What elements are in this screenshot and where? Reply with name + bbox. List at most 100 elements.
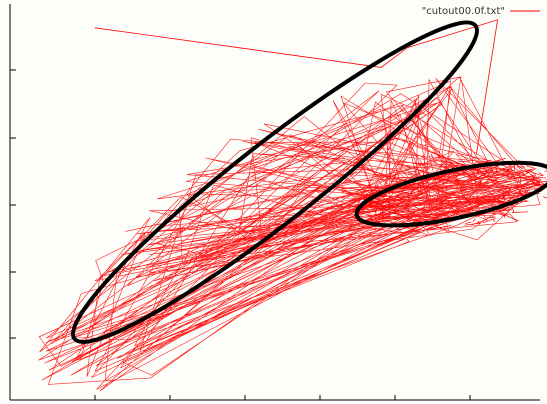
- series-cluster-segment: [530, 174, 535, 178]
- series-cluster-segment: [411, 212, 419, 217]
- series-cluster-segment: [433, 207, 443, 210]
- series-cluster-segment: [377, 207, 382, 209]
- series-cluster-segment: [450, 203, 453, 208]
- series-cluster-segment: [393, 199, 402, 203]
- series-cluster-segment: [390, 181, 401, 183]
- series-cluster-segment: [528, 177, 534, 183]
- series-cluster-segment: [514, 185, 526, 188]
- series-cluster-segment: [436, 178, 452, 182]
- series-cluster-segment: [487, 167, 495, 170]
- series-cluster-segment: [512, 207, 515, 213]
- series-cluster-segment: [395, 193, 402, 200]
- series-cluster-segment: [507, 190, 510, 196]
- series-cluster-segment: [375, 220, 380, 223]
- series-cluster-segment: [381, 215, 391, 219]
- series-cluster-segment: [505, 167, 512, 172]
- series-cluster-segment: [492, 219, 495, 222]
- series-cluster-segment: [428, 225, 451, 230]
- series-cluster-segment: [538, 176, 547, 179]
- series-cluster-segment: [492, 180, 504, 185]
- series-cluster-segment: [401, 191, 414, 195]
- series-cluster-segment: [374, 208, 378, 213]
- series-cluster-segment: [413, 218, 418, 221]
- series-cluster-segment: [471, 174, 480, 178]
- series-cluster-segment: [515, 199, 527, 206]
- ellipse-overlay-0: [71, 20, 479, 344]
- series-cluster-segment: [536, 180, 540, 183]
- series-cluster-segment: [384, 205, 389, 209]
- series-cluster-segment: [513, 179, 522, 184]
- series-cluster-segment: [495, 168, 498, 172]
- series-cluster-segment: [383, 194, 392, 203]
- series-cluster-segment: [531, 176, 542, 181]
- series-cluster-segment: [520, 200, 529, 203]
- series-cluster-segment: [474, 213, 485, 218]
- series-cluster-segment: [387, 205, 395, 208]
- series-cluster-segment: [430, 153, 437, 164]
- series-cluster-segment: [468, 178, 481, 181]
- series-cluster-segment: [467, 175, 476, 179]
- series-cluster-segment: [373, 173, 391, 178]
- series-cluster-segment: [411, 227, 415, 230]
- series-cluster-segment: [535, 185, 542, 187]
- series-cluster-segment: [496, 173, 509, 177]
- series-cluster-segment: [509, 185, 513, 190]
- series-cluster-segment: [457, 160, 470, 163]
- series-cluster-segment: [439, 226, 442, 230]
- series-cluster-segment: [490, 209, 506, 213]
- series-cluster-segment: [503, 214, 506, 218]
- series-cluster-segment: [511, 211, 528, 213]
- series-cluster-segment: [507, 186, 510, 190]
- series-cluster-segment: [526, 165, 535, 169]
- series-cluster-segment: [368, 203, 371, 206]
- series-cluster-segment: [393, 215, 410, 219]
- series-cluster-segment: [454, 180, 466, 182]
- series-cluster-segment: [383, 207, 388, 212]
- series-cluster-segment: [446, 187, 463, 190]
- series-cluster-segment: [474, 173, 485, 180]
- series-cluster-segment: [520, 184, 537, 190]
- series-cluster-segment: [469, 183, 475, 185]
- series-cluster-segment: [402, 185, 406, 190]
- legend-label: "cutout00.0f.txt": [422, 6, 505, 17]
- series-cluster-segment: [362, 211, 377, 214]
- series-cluster-segment: [486, 178, 497, 182]
- series-cluster-segment: [381, 206, 384, 213]
- series-cluster-segment: [381, 195, 393, 207]
- axis-ticks: [10, 69, 471, 400]
- series-cluster-segment: [429, 205, 435, 207]
- series-cluster-segment: [492, 211, 497, 215]
- series-cluster-segment: [402, 216, 413, 220]
- series-cluster-segment: [542, 196, 547, 199]
- ellipse-overlay-1: [354, 160, 547, 228]
- series-cluster-segment: [399, 184, 416, 190]
- series-cluster-segment: [510, 175, 519, 179]
- series-cluster-segment: [440, 166, 448, 169]
- legend: "cutout00.0f.txt": [422, 6, 540, 17]
- series-cluster-segment: [509, 178, 518, 180]
- series-cluster-segment: [469, 167, 489, 171]
- series-cluster-segment: [509, 176, 516, 180]
- series-cluster-segment: [468, 173, 476, 176]
- series-cluster-segment: [371, 184, 379, 195]
- series-cluster-segment: [450, 162, 454, 167]
- series-cluster-segment: [524, 181, 536, 188]
- series-cluster-segment: [502, 193, 505, 199]
- series-cluster-segment: [450, 162, 460, 170]
- series-cluster-segment: [507, 174, 510, 180]
- series-cluster-segment: [537, 181, 547, 183]
- series-stray-line: [94, 19, 499, 155]
- series-cluster-segment: [374, 213, 382, 219]
- series-cluster-segment: [474, 169, 485, 175]
- series-cluster-segment: [401, 188, 405, 192]
- series-cluster-segment: [450, 209, 454, 213]
- series-cluster-segment: [477, 220, 480, 224]
- series-cluster-segment: [475, 198, 497, 200]
- series-cluster-segment: [516, 187, 522, 193]
- series-cluster-segment: [388, 200, 392, 203]
- series-cluster-segment: [397, 190, 402, 193]
- series-cluster-segment: [499, 212, 519, 222]
- series-cluster-segment: [489, 176, 503, 179]
